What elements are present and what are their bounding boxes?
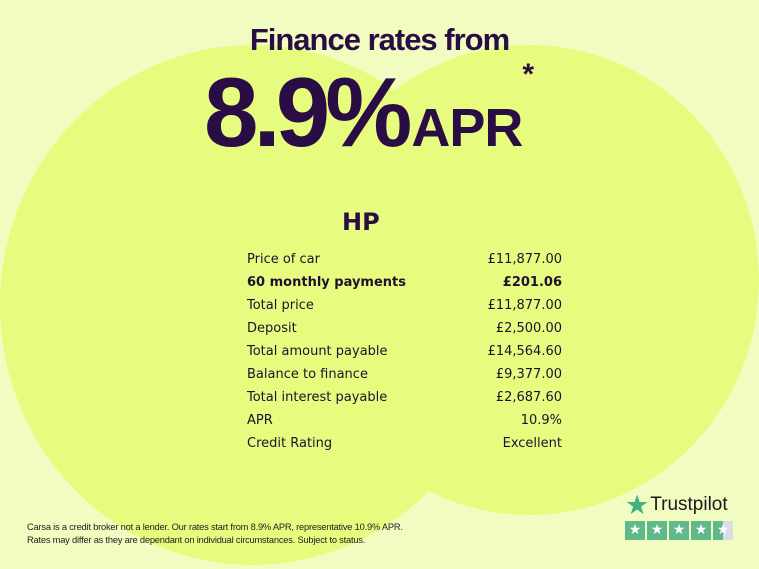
trustpilot-name: Trustpilot — [650, 494, 728, 515]
table-row: Total price £11,877.00 — [244, 294, 565, 317]
star-icon: ★ — [625, 490, 650, 520]
table-row: Deposit £2,500.00 — [244, 317, 565, 340]
trustpilot-badge[interactable]: ★ Trustpilot ★ ★ ★ ★ ★ — [625, 490, 733, 540]
row-label: Total price — [247, 298, 314, 313]
table-row: APR 10.9% — [244, 409, 565, 432]
table-row: Credit Rating Excellent — [244, 432, 565, 455]
star-icon: ★ — [691, 521, 711, 540]
row-label: 60 monthly payments — [247, 275, 406, 290]
background-circle-right — [300, 45, 759, 515]
row-value: Excellent — [502, 436, 562, 451]
table-row: Price of car £11,877.00 — [244, 248, 565, 271]
trustpilot-logo: ★ Trustpilot — [625, 490, 733, 520]
finance-table: Price of car £11,877.00 60 monthly payment… — [244, 248, 565, 455]
row-value: £14,564.60 — [487, 344, 562, 359]
plan-title: HP — [342, 208, 380, 236]
star-icon: ★ — [713, 521, 733, 540]
row-value: 10.9% — [520, 413, 562, 428]
row-label: Price of car — [247, 252, 320, 267]
row-value: £2,500.00 — [495, 321, 562, 336]
row-label: Deposit — [247, 321, 297, 336]
rate-display: 8.9%APR* — [204, 58, 534, 162]
table-row: Total amount payable £14,564.60 — [244, 340, 565, 363]
star-icon: ★ — [647, 521, 667, 540]
row-label: Total interest payable — [247, 390, 388, 405]
row-value: £11,877.00 — [487, 298, 562, 313]
star-icon: ★ — [669, 521, 689, 540]
row-value: £201.06 — [502, 275, 562, 290]
disclaimer-line: Carsa is a credit broker not a lender. O… — [27, 522, 403, 532]
rate-asterisk: * — [522, 58, 535, 91]
row-value: £2,687.60 — [495, 390, 562, 405]
row-label: Total amount payable — [247, 344, 388, 359]
disclaimer: Carsa is a credit broker not a lender. O… — [27, 521, 403, 546]
table-row: 60 monthly payments £201.06 — [244, 271, 565, 294]
row-label: APR — [247, 413, 273, 428]
trustpilot-rating: ★ ★ ★ ★ ★ — [625, 521, 733, 540]
row-label: Credit Rating — [247, 436, 333, 451]
row-label: Balance to finance — [247, 367, 368, 382]
table-row: Total interest payable £2,687.60 — [244, 386, 565, 409]
disclaimer-line: Rates may differ as they are dependant o… — [27, 534, 366, 545]
headline: Finance rates from — [249, 22, 510, 57]
table-row: Balance to finance £9,377.00 — [244, 363, 565, 386]
row-value: £11,877.00 — [487, 252, 562, 267]
rate-unit: APR — [411, 98, 523, 158]
star-icon: ★ — [625, 521, 645, 540]
rate-value: 8.9% — [204, 57, 412, 167]
row-value: £9,377.00 — [495, 367, 562, 382]
